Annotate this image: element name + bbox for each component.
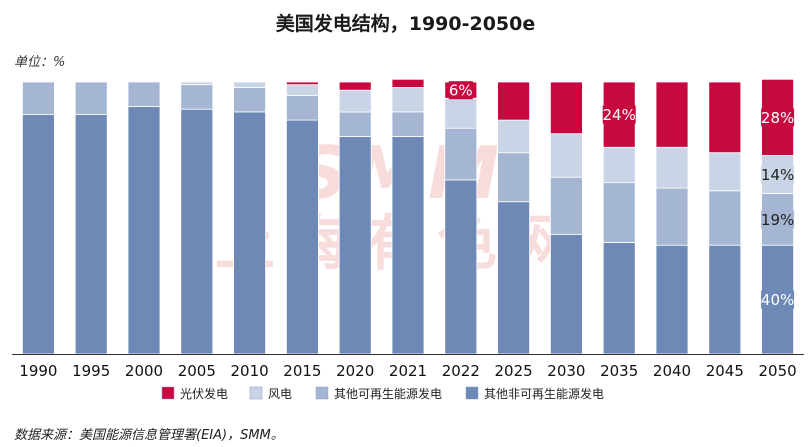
bar-segment bbox=[708, 190, 742, 246]
bar-segment bbox=[74, 114, 108, 355]
legend-label: 光伏发电 bbox=[180, 386, 228, 401]
bar-segment bbox=[285, 84, 319, 96]
x-tick-label: 2015 bbox=[283, 362, 321, 380]
data-label: 19% bbox=[761, 211, 794, 229]
bar-segment bbox=[497, 81, 531, 121]
legend-label: 其他非可再生能源发电 bbox=[484, 386, 604, 401]
bar-segment bbox=[391, 78, 425, 88]
legend-swatch bbox=[465, 386, 479, 400]
data-label: 28% bbox=[761, 109, 794, 127]
bar-segment bbox=[74, 81, 108, 115]
x-tick-label: 2022 bbox=[442, 362, 480, 380]
bar-segment bbox=[708, 244, 742, 355]
bar-segment bbox=[391, 87, 425, 113]
bar-segment bbox=[550, 81, 583, 135]
bar-segment bbox=[233, 87, 267, 113]
data-label-bg bbox=[761, 210, 795, 229]
bar-segment bbox=[391, 111, 425, 137]
x-tick-label: 2021 bbox=[389, 362, 427, 380]
bar-segment bbox=[338, 89, 372, 113]
legend-label: 风电 bbox=[268, 387, 292, 401]
data-label-bg bbox=[761, 290, 795, 309]
x-tick-label: 2005 bbox=[178, 362, 216, 380]
x-tick-label: 2040 bbox=[653, 362, 691, 380]
x-tick-label: 2020 bbox=[336, 362, 374, 380]
x-tick-label: 2045 bbox=[706, 362, 744, 380]
bar-segment bbox=[444, 127, 478, 181]
bar-segment bbox=[285, 95, 319, 121]
bar-segment bbox=[602, 242, 636, 355]
bar-segment bbox=[21, 81, 55, 115]
data-label-bg bbox=[602, 105, 636, 124]
bar-segment bbox=[655, 244, 689, 355]
legend-label: 其他可再生能源发电 bbox=[334, 386, 442, 401]
x-tick-label: 2010 bbox=[231, 362, 269, 380]
bar-segment bbox=[497, 152, 531, 203]
bar-segment bbox=[708, 81, 742, 154]
x-tick-label: 2035 bbox=[600, 362, 638, 380]
bar-segment bbox=[180, 108, 214, 355]
bar-segment bbox=[127, 81, 161, 107]
data-label: 24% bbox=[603, 106, 636, 124]
bar-segment bbox=[180, 81, 214, 86]
bar-segment bbox=[233, 111, 267, 355]
bar-segment bbox=[180, 84, 214, 110]
legend-swatch bbox=[315, 386, 329, 400]
data-label-bg bbox=[761, 108, 795, 127]
bar-segment bbox=[338, 135, 372, 355]
bar-segment bbox=[655, 187, 689, 246]
x-tick-label: 2030 bbox=[547, 362, 585, 380]
x-tick-label: 1995 bbox=[72, 362, 110, 380]
bar-segment bbox=[655, 146, 689, 189]
legend-swatch bbox=[161, 386, 175, 400]
bar-segment bbox=[391, 135, 425, 355]
bar-segment bbox=[233, 81, 267, 88]
bar-segment bbox=[550, 176, 583, 235]
data-label-bg bbox=[761, 165, 795, 184]
bar-segment bbox=[285, 81, 319, 86]
bar-segment bbox=[497, 119, 531, 154]
bar-segment bbox=[602, 182, 636, 243]
x-tick-label: 2000 bbox=[125, 362, 163, 380]
unit-label: 单位：% bbox=[14, 55, 66, 70]
data-label-bg bbox=[448, 81, 473, 100]
bar-segment bbox=[708, 152, 742, 192]
bar-segment bbox=[21, 114, 55, 355]
bar-segment bbox=[444, 179, 478, 355]
bar-segment bbox=[127, 106, 161, 355]
bar-segment bbox=[338, 81, 372, 91]
data-label: 14% bbox=[761, 166, 794, 184]
data-source-note: 数据来源：美国能源信息管理署(EIA)，SMM。 bbox=[14, 428, 284, 443]
x-tick-label: 1990 bbox=[19, 362, 57, 380]
bar-segment bbox=[550, 233, 583, 355]
bar-segment bbox=[497, 201, 531, 355]
chart-title: 美国发电结构，1990-2050e bbox=[275, 13, 536, 35]
bar-segment bbox=[285, 119, 319, 355]
data-label: 40% bbox=[761, 291, 794, 309]
x-tick-label: 2025 bbox=[495, 362, 533, 380]
bar-segment bbox=[550, 133, 583, 178]
data-label: 6% bbox=[449, 82, 473, 100]
bar-segment bbox=[444, 97, 478, 129]
x-tick-label: 2050 bbox=[759, 362, 797, 380]
bar-segment bbox=[602, 146, 636, 184]
legend-swatch bbox=[249, 386, 263, 400]
bar-segment bbox=[338, 111, 372, 137]
bar-segment bbox=[655, 81, 689, 148]
